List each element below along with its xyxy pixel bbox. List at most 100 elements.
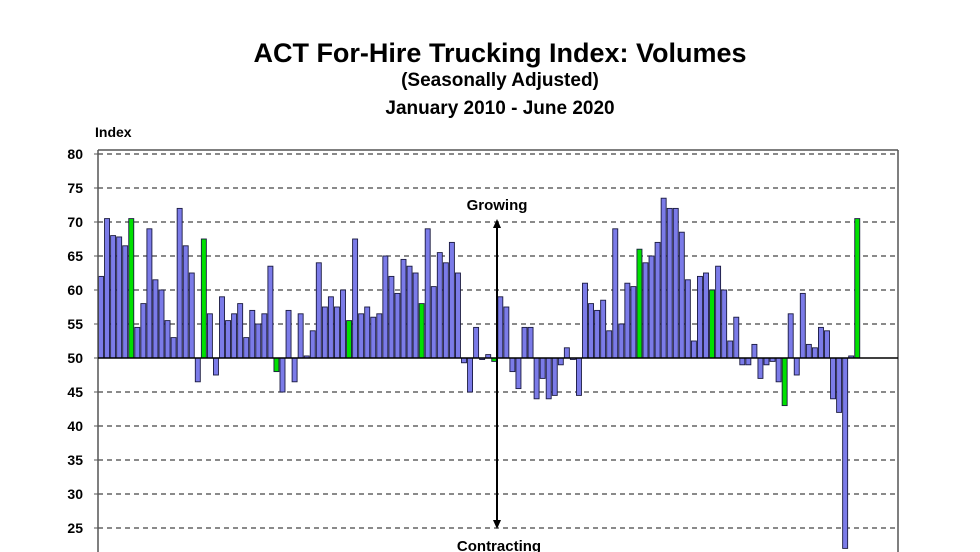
bar [793, 357, 800, 376]
bar [249, 309, 256, 359]
bar [116, 236, 123, 359]
y-tick-label: 50 [67, 350, 83, 366]
bar [400, 258, 407, 359]
bar [243, 337, 250, 359]
bar [110, 235, 117, 359]
bar [739, 357, 746, 366]
bar [642, 262, 649, 359]
bar [624, 282, 631, 359]
bar [140, 303, 147, 359]
bar [697, 275, 703, 359]
bar [715, 265, 722, 359]
bar [763, 357, 770, 366]
bar [515, 357, 522, 390]
bar [594, 309, 601, 359]
bar [170, 337, 177, 359]
bar [721, 289, 728, 359]
bar [467, 357, 473, 393]
bar [152, 279, 159, 359]
bar [751, 343, 758, 359]
y-tick-label: 80 [67, 146, 83, 162]
bar [206, 313, 213, 359]
bar [255, 323, 262, 359]
bar [787, 313, 794, 359]
bar [672, 207, 679, 359]
bar [690, 340, 697, 359]
bar [297, 313, 304, 359]
bar [164, 320, 171, 359]
bar [527, 326, 534, 359]
bar [448, 241, 455, 359]
bar [582, 282, 588, 359]
bar [158, 289, 165, 359]
bar [660, 197, 667, 359]
bar [104, 218, 111, 359]
bar [291, 357, 298, 383]
bar [775, 357, 782, 383]
bar [406, 265, 413, 359]
bar [684, 279, 691, 359]
bar-highlight [346, 320, 352, 359]
bar [551, 357, 558, 396]
bar [576, 357, 582, 396]
bar [376, 313, 383, 359]
bar [757, 357, 764, 379]
bar [382, 255, 389, 359]
chart-subtitle: (Seasonally Adjusted) [401, 70, 599, 91]
bar [285, 309, 292, 359]
bar-highlight [418, 303, 425, 359]
bar [194, 357, 201, 383]
bar [678, 231, 685, 359]
bar [334, 306, 340, 359]
bar [805, 343, 812, 359]
bar [430, 286, 437, 359]
bar [370, 316, 377, 359]
bar [563, 347, 570, 359]
bar [521, 326, 528, 359]
bar [745, 357, 752, 366]
y-tick-label: 30 [67, 486, 83, 502]
bar [666, 207, 673, 359]
bar [436, 252, 443, 359]
bar-highlight [781, 357, 788, 407]
bar [654, 241, 661, 359]
bar [146, 228, 153, 359]
bar [648, 255, 655, 359]
bar [545, 357, 552, 400]
chart-title: ACT For-Hire Trucking Index: Volumes [253, 38, 747, 68]
bar [237, 303, 244, 359]
y-tick-label: 75 [67, 180, 83, 196]
y-axis-label: Index [95, 124, 132, 140]
bar [842, 357, 849, 549]
bar [340, 289, 346, 359]
bar [352, 238, 359, 359]
bar [442, 262, 449, 359]
bar [509, 357, 516, 373]
bar [455, 272, 461, 359]
bar [188, 272, 195, 359]
bar [309, 330, 316, 359]
bar [703, 272, 709, 359]
bar [122, 245, 129, 359]
bar [533, 357, 540, 400]
bar-highlight [273, 357, 280, 373]
bar [315, 262, 322, 359]
bar-highlight [854, 218, 861, 359]
bar [388, 275, 395, 359]
bar [818, 326, 824, 359]
bar [231, 313, 238, 359]
y-tick-label: 70 [67, 214, 83, 230]
bar [261, 313, 268, 359]
bar [134, 326, 141, 359]
bar [358, 313, 365, 359]
bar [182, 245, 189, 359]
bar [824, 330, 830, 359]
bar [497, 296, 504, 359]
y-tick-label: 60 [67, 282, 83, 298]
y-tick-label: 35 [67, 452, 83, 468]
bar [727, 340, 734, 359]
growing-label: Growing [467, 197, 528, 214]
y-tick-label: 40 [67, 418, 83, 434]
bar [600, 299, 607, 359]
